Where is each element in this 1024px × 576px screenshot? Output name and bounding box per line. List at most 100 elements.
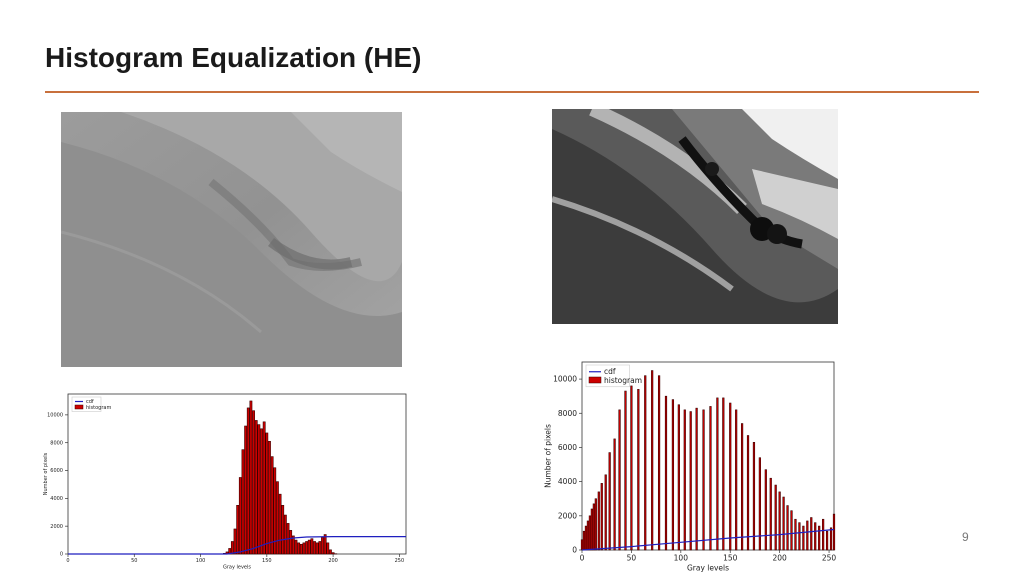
histogram-bar xyxy=(233,528,237,555)
y-tick-label: 2000 xyxy=(50,524,63,530)
histogram-bar xyxy=(260,428,263,555)
histogram-bar xyxy=(582,530,586,551)
histogram-bar xyxy=(608,452,611,551)
histogram-bar xyxy=(230,541,234,555)
x-tick-label: 250 xyxy=(395,558,405,564)
x-axis-label: Gray levels xyxy=(687,563,729,572)
histogram-bar xyxy=(281,505,285,555)
histogram-bar xyxy=(278,493,282,555)
histogram-bar xyxy=(786,505,789,551)
x-tick-label: 50 xyxy=(627,554,637,563)
histogram-bar xyxy=(313,541,316,555)
histogram-bar xyxy=(594,498,597,551)
x-axis-label: Gray levels xyxy=(223,565,251,571)
histogram-bar xyxy=(794,518,797,551)
histogram-bar xyxy=(604,474,607,551)
x-tick-label: 100 xyxy=(196,558,206,564)
histogram-bar xyxy=(586,520,590,551)
histogram-bar xyxy=(302,542,306,555)
histogram-bar xyxy=(764,469,767,551)
original-landscape-photo xyxy=(61,112,402,367)
histogram-bar xyxy=(294,539,298,555)
histogram-bar xyxy=(323,534,327,555)
histogram-bar xyxy=(236,505,240,555)
y-tick-label: 10000 xyxy=(553,375,577,384)
histogram-bar xyxy=(283,514,287,555)
legend-label-cdf: cdf xyxy=(86,399,94,405)
histogram-bar xyxy=(810,517,813,551)
histogram-bar xyxy=(752,442,756,551)
histogram-bar xyxy=(729,402,732,551)
legend-label-histogram: histogram xyxy=(604,376,642,385)
histogram-bar xyxy=(664,395,668,551)
histogram-bar xyxy=(825,530,829,551)
histogram-bar xyxy=(331,552,335,555)
histogram-bar xyxy=(832,513,836,551)
y-tick-label: 4000 xyxy=(50,496,63,502)
histogram-bar xyxy=(818,525,821,551)
x-tick-label: 200 xyxy=(772,554,787,563)
histogram-bar xyxy=(657,375,661,551)
histogram-bar xyxy=(276,481,279,555)
x-tick-label: 0 xyxy=(580,554,585,563)
histogram-bar xyxy=(735,409,738,551)
histogram-bar xyxy=(740,423,744,551)
histogram-bar xyxy=(689,411,692,551)
y-tick-label: 2000 xyxy=(558,511,577,520)
histogram-bar xyxy=(802,525,805,551)
y-tick-label: 8000 xyxy=(50,440,63,446)
histogram-bar xyxy=(249,400,253,555)
histogram-bar xyxy=(630,385,633,551)
histogram-bar xyxy=(769,477,772,551)
x-tick-label: 100 xyxy=(674,554,689,563)
histogram-bar xyxy=(806,520,809,551)
histogram-bar xyxy=(651,370,654,551)
slide-title: Histogram Equalization (HE) xyxy=(45,42,422,73)
histogram-bar xyxy=(695,407,698,551)
histogram-bar xyxy=(268,441,271,555)
histogram-bar xyxy=(273,467,277,555)
y-axis-label: Number of pixels xyxy=(43,452,49,495)
x-tick-label: 0 xyxy=(66,558,69,564)
histogram-bar xyxy=(241,449,245,555)
histogram-bar xyxy=(252,410,255,555)
histogram-bar xyxy=(746,435,750,551)
histogram-bar xyxy=(814,522,817,551)
histogram-bar xyxy=(829,527,833,551)
histogram-bar xyxy=(299,543,303,555)
page-number: 9 xyxy=(962,530,969,544)
y-tick-label: 8000 xyxy=(558,409,577,418)
histogram-bar xyxy=(246,407,250,555)
title-divider xyxy=(45,91,979,93)
histogram-bar xyxy=(600,483,603,551)
histogram-bar xyxy=(254,420,258,555)
histogram-bar xyxy=(588,515,592,551)
histogram-bar xyxy=(822,518,825,551)
histogram-bar xyxy=(716,397,719,551)
cdf-line xyxy=(68,536,406,555)
y-tick-label: 0 xyxy=(60,552,63,558)
histogram-bar xyxy=(637,389,640,551)
histogram-bar xyxy=(257,424,261,555)
histogram-bar xyxy=(778,491,781,551)
histogram-bar xyxy=(262,421,266,555)
legend-histogram-swatch xyxy=(588,376,602,384)
x-tick-label: 150 xyxy=(262,558,272,564)
histogram-bar xyxy=(702,409,705,551)
histogram-bar xyxy=(798,522,801,551)
histogram-bar xyxy=(315,542,319,555)
y-axis-label: Number of pixels xyxy=(544,424,553,488)
histogram-bar xyxy=(291,535,295,555)
histogram-bar xyxy=(671,399,675,551)
histogram-bar xyxy=(592,503,595,551)
histogram-bar xyxy=(305,541,308,555)
histogram-bar xyxy=(618,409,621,551)
histogram-bar xyxy=(307,539,311,555)
histogram-bar xyxy=(326,542,330,555)
histogram-bar xyxy=(580,539,584,551)
histogram-bar xyxy=(758,457,761,551)
histogram-bar xyxy=(310,538,314,555)
histogram-bar xyxy=(329,549,332,555)
y-tick-label: 6000 xyxy=(558,443,577,452)
histogram-bar xyxy=(722,397,725,551)
